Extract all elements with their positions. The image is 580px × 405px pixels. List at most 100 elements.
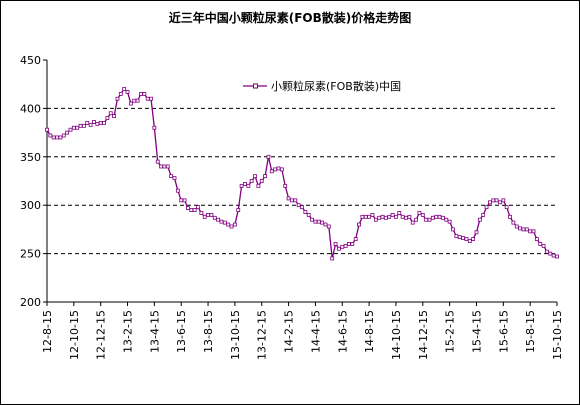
point-marker xyxy=(447,219,452,224)
point-marker xyxy=(139,91,143,96)
point-marker xyxy=(373,217,378,222)
point-marker xyxy=(437,214,442,219)
point-marker xyxy=(68,127,73,132)
point-marker xyxy=(504,205,509,210)
point-marker xyxy=(498,200,502,205)
point-marker xyxy=(229,224,234,229)
point-marker xyxy=(474,230,479,235)
point-marker xyxy=(276,166,281,171)
point-marker xyxy=(320,220,325,225)
point-marker xyxy=(454,234,459,239)
point-marker xyxy=(310,217,314,222)
point-marker xyxy=(534,237,539,241)
point-marker xyxy=(216,217,221,222)
point-marker xyxy=(410,220,415,225)
point-marker xyxy=(95,121,100,126)
point-marker xyxy=(186,206,190,211)
point-marker xyxy=(357,222,361,227)
point-marker xyxy=(48,133,53,138)
point-marker xyxy=(353,237,358,241)
point-marker xyxy=(501,198,506,203)
point-marker xyxy=(192,208,197,212)
point-marker xyxy=(326,224,331,229)
x-tick-label: 14-8-15 xyxy=(363,310,376,353)
point-marker xyxy=(162,164,167,169)
point-marker xyxy=(350,242,355,246)
point-marker xyxy=(286,196,291,201)
point-marker xyxy=(179,198,184,203)
point-marker xyxy=(263,174,267,179)
point-marker xyxy=(108,111,113,116)
point-marker xyxy=(467,239,472,243)
point-marker xyxy=(424,217,429,222)
point-marker xyxy=(112,114,117,119)
point-marker xyxy=(92,120,96,124)
point-marker xyxy=(236,208,241,212)
chart-title: 近三年中国小颗粒尿素(FOB散装)价格走势图 xyxy=(169,10,412,25)
point-marker xyxy=(118,91,123,96)
point-marker xyxy=(98,121,103,125)
point-marker xyxy=(142,91,147,96)
point-marker xyxy=(360,214,365,219)
point-marker xyxy=(313,219,318,224)
point-marker xyxy=(243,182,247,186)
point-marker xyxy=(323,222,328,227)
point-marker xyxy=(105,116,110,120)
point-marker xyxy=(189,208,194,212)
point-marker xyxy=(212,215,217,220)
point-marker xyxy=(202,214,207,219)
x-tick-label: 13-6-15 xyxy=(175,310,188,353)
point-marker xyxy=(175,188,180,193)
point-marker xyxy=(444,217,449,222)
x-tick-label: 13-2-15 xyxy=(122,310,135,353)
x-tick-label: 14-10-15 xyxy=(390,310,403,360)
point-marker xyxy=(414,217,418,222)
point-marker xyxy=(491,198,496,203)
point-marker xyxy=(514,224,519,229)
point-marker xyxy=(125,90,130,94)
point-marker xyxy=(306,212,311,217)
point-marker xyxy=(155,159,160,164)
point-marker xyxy=(551,253,556,258)
point-marker xyxy=(407,214,412,219)
point-marker xyxy=(387,214,392,219)
point-marker xyxy=(256,183,261,188)
point-marker xyxy=(269,169,274,174)
point-marker xyxy=(222,220,227,225)
point-marker xyxy=(363,214,368,219)
point-marker xyxy=(65,130,70,135)
point-marker xyxy=(434,214,439,219)
point-marker xyxy=(249,179,254,183)
point-marker xyxy=(259,179,264,183)
point-marker xyxy=(451,227,455,232)
point-marker xyxy=(441,215,445,220)
point-marker xyxy=(219,219,224,224)
point-marker xyxy=(394,214,398,219)
point-marker xyxy=(340,244,345,249)
point-marker xyxy=(427,217,432,222)
point-marker xyxy=(511,220,516,225)
point-marker xyxy=(303,210,308,214)
point-marker xyxy=(169,174,174,179)
point-marker xyxy=(145,96,150,101)
point-marker xyxy=(555,254,559,259)
point-marker xyxy=(132,98,137,103)
y-tick-label: 450 xyxy=(20,54,41,67)
point-marker xyxy=(508,214,512,219)
point-marker xyxy=(61,133,66,138)
point-marker xyxy=(531,229,536,234)
point-marker xyxy=(122,87,127,91)
point-marker xyxy=(494,198,499,203)
x-tick-label: 14-6-15 xyxy=(336,310,349,353)
point-marker xyxy=(528,229,533,234)
point-marker xyxy=(78,123,83,128)
point-marker xyxy=(58,135,63,140)
point-marker xyxy=(102,121,106,125)
point-marker xyxy=(165,164,170,169)
x-tick-label: 13-4-15 xyxy=(148,310,161,353)
point-marker xyxy=(377,215,382,220)
y-tick-label: 300 xyxy=(20,199,41,212)
x-tick-label: 15-10-15 xyxy=(551,310,564,360)
point-marker xyxy=(199,211,204,215)
